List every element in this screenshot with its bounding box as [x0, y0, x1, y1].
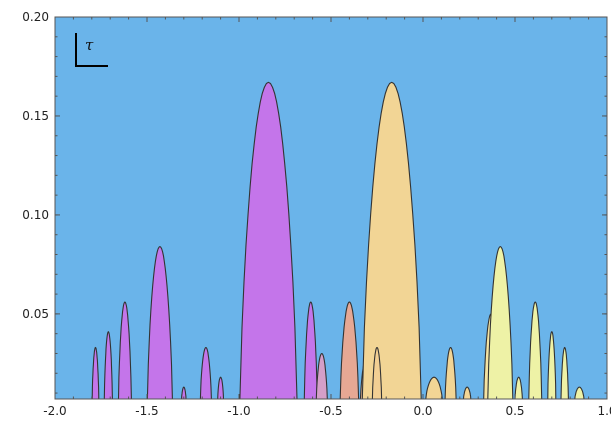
- lobe-21: [528, 301, 543, 400]
- y-tick-label-3: 0.20: [22, 10, 49, 24]
- lobe-20: [514, 376, 523, 400]
- x-axis: -2.0 -1.5 -1.0 -0.5 0.0 0.5 1.0: [43, 17, 611, 418]
- y-axis: 0.05 0.10 0.15 0.20: [22, 10, 607, 394]
- x-tick-label-5: 0.5: [505, 404, 524, 418]
- lobe-19: [487, 246, 514, 400]
- lobe-2: [103, 331, 113, 400]
- tau-label: τ: [85, 36, 94, 54]
- lobe-9: [303, 301, 318, 400]
- y-tick-label-0: 0.05: [22, 307, 49, 321]
- lobe-22: [547, 331, 557, 400]
- lobe-16: [444, 346, 457, 400]
- lobe-11: [339, 301, 360, 400]
- x-tick-label-6: 1.0: [597, 404, 611, 418]
- x-tick-label-3: -0.5: [319, 404, 342, 418]
- lobe-15: [425, 376, 443, 400]
- x-tick-label-0: -2.0: [43, 404, 66, 418]
- lobe-1: [91, 346, 100, 400]
- x-tick-label-2: -1.0: [227, 404, 250, 418]
- lobe-7: [217, 376, 225, 400]
- lobe-6: [199, 346, 212, 400]
- lobe-23: [560, 346, 569, 400]
- plot-background: [55, 17, 607, 399]
- tau-annotation: τ: [75, 33, 108, 67]
- lobe-3: [117, 301, 132, 400]
- lobe-24: [574, 386, 585, 400]
- lobe-5: [181, 386, 187, 400]
- lobe-14: [371, 346, 383, 400]
- y-tick-label-1: 0.10: [22, 208, 49, 222]
- lobe-13: [361, 81, 422, 400]
- x-tick-label-4: 0.0: [413, 404, 432, 418]
- x-tick-label-1: -1.5: [135, 404, 158, 418]
- y-tick-label-2: 0.15: [22, 109, 49, 123]
- lobe-8: [239, 81, 298, 400]
- lobe-17: [462, 386, 472, 400]
- lobe-10: [315, 352, 328, 400]
- tau-corner-mark: [75, 33, 108, 67]
- series-layer: [91, 81, 585, 400]
- lobe-4: [146, 246, 173, 400]
